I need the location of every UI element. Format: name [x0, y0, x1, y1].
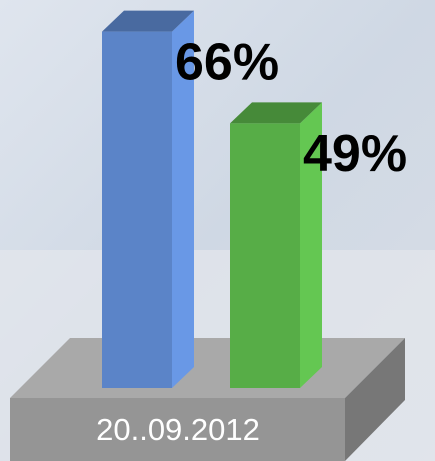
- bar: [230, 123, 300, 389]
- bar: [102, 31, 172, 388]
- platform-top: [10, 338, 405, 398]
- value-label: 49%: [303, 125, 407, 183]
- bar-side: [172, 10, 194, 388]
- platform-side: [345, 338, 405, 461]
- bars: 66% 49%: [102, 10, 407, 389]
- value-label: 66%: [175, 33, 279, 91]
- category-label: 20..09.2012: [96, 412, 260, 447]
- platform-front: [10, 398, 345, 461]
- bar-top: [102, 10, 194, 32]
- bar-side: [300, 102, 322, 389]
- bar-top: [230, 102, 322, 124]
